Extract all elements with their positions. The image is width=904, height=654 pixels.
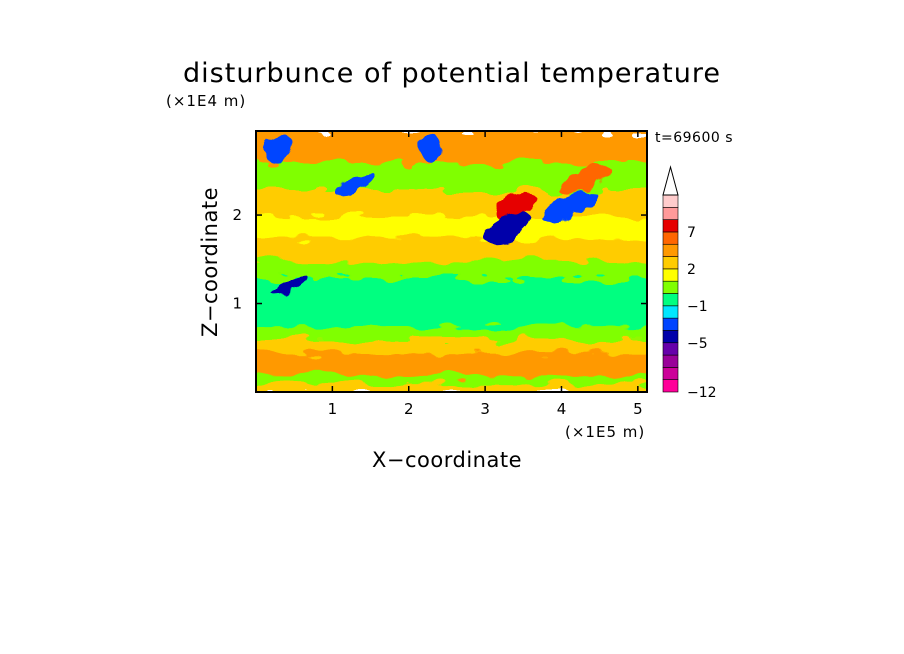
x-tick-label: 1 [328,400,338,418]
x-tick-label: 2 [404,400,414,418]
colorbar-label: 7 [687,225,696,241]
x-axis-unit: (×1E5 m) [565,423,646,441]
colorbar-box [662,367,679,380]
field-feature [418,133,445,165]
colorbar-box [662,207,679,220]
field-feature [483,212,533,244]
colorbar-box [662,305,679,319]
x-tick-label: 3 [480,400,490,418]
field-band [256,382,647,392]
chart-title: disturbunce of potential temperature [183,58,721,89]
colorbar-box [662,293,679,307]
x-tick-label: 4 [557,400,567,418]
field-band [256,214,647,239]
field-feature [335,172,376,196]
field-feature [541,191,597,222]
field-band [256,275,647,309]
colorbar-box [662,317,679,331]
x-axis: 1 2 3 4 5 [328,131,643,418]
colorbar-label: 2 [687,262,696,278]
field-feature [495,191,537,221]
field-band [256,187,647,217]
field-band [256,351,647,376]
field-bands [256,131,647,392]
field-features [263,133,611,296]
time-label: t=69600 s [655,130,733,146]
field-band [256,306,647,327]
colorbar-box [662,354,679,368]
field-band [256,131,647,163]
colorbar-label: −5 [687,336,708,352]
field-band [256,236,647,261]
field-band [256,337,647,354]
colorbar-box [662,219,679,233]
field-band [256,373,647,385]
plot-frame [255,130,648,393]
colorbar-box [662,194,679,208]
field-band [256,258,647,278]
z-axis-unit: (×1E4 m) [166,92,247,110]
colorbar-box [662,231,679,245]
colorbar-box [662,379,679,393]
colorbar-box [662,342,679,356]
field-band [256,324,647,340]
colorbar-box [662,268,679,282]
colorbar-box [662,256,679,270]
field-feature [263,134,295,164]
contour-field [256,131,647,392]
y-tick-label: 2 [232,206,242,224]
y-tick-label: 1 [232,295,242,313]
colorbar-box [662,280,679,294]
x-tick-label: 5 [633,400,643,418]
colorbar-box [662,330,679,344]
field-feature [558,164,611,195]
colorbar-extend-arrow [662,165,679,196]
colorbar: −12−5−127 [662,165,717,401]
colorbar-label: −1 [687,299,708,315]
y-axis: 12 [232,206,647,313]
field-feature [338,136,373,161]
x-axis-label: X−coordinate [372,448,522,472]
colorbar-label: −12 [687,385,717,401]
colorbar-box [662,243,679,257]
field-feature [272,275,309,296]
